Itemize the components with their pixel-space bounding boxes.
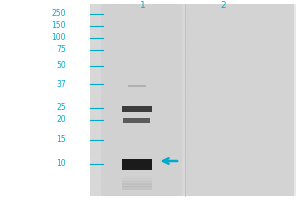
Bar xyxy=(184,4,296,196)
Text: 25: 25 xyxy=(56,104,66,112)
Bar xyxy=(122,188,152,190)
Text: 15: 15 xyxy=(56,136,66,144)
Bar xyxy=(128,85,146,87)
Text: 20: 20 xyxy=(56,116,66,124)
Bar xyxy=(122,180,152,182)
Bar xyxy=(123,117,150,122)
Bar xyxy=(122,106,152,112)
Bar xyxy=(122,183,152,185)
Bar xyxy=(122,181,152,184)
Bar xyxy=(100,4,182,196)
Bar xyxy=(122,184,152,187)
Bar xyxy=(122,178,152,180)
Text: 150: 150 xyxy=(52,21,66,30)
Bar xyxy=(122,158,152,170)
Text: 10: 10 xyxy=(56,160,66,168)
Text: 2: 2 xyxy=(221,1,226,10)
Text: 250: 250 xyxy=(52,9,66,19)
Bar xyxy=(122,186,152,188)
Text: 50: 50 xyxy=(56,62,66,71)
Bar xyxy=(90,4,294,196)
Text: 75: 75 xyxy=(56,46,66,54)
Text: 1: 1 xyxy=(140,1,146,10)
Text: 100: 100 xyxy=(52,33,66,43)
Text: 37: 37 xyxy=(56,80,66,88)
Bar xyxy=(122,176,152,179)
